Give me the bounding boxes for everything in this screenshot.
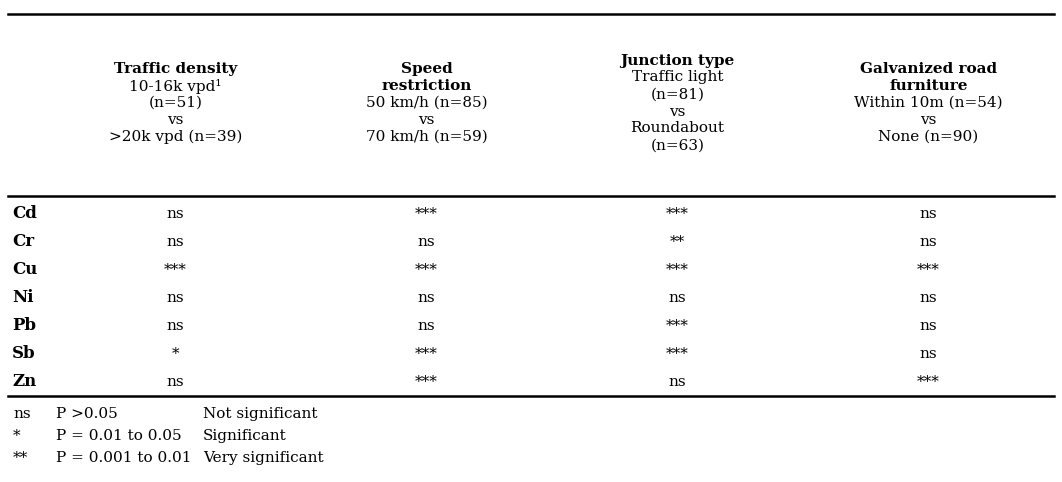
Text: ***: *** <box>666 207 689 221</box>
Text: restriction: restriction <box>381 79 472 93</box>
Text: ns: ns <box>920 291 938 305</box>
Text: 70 km/h (n=59): 70 km/h (n=59) <box>365 130 487 144</box>
Text: Not significant: Not significant <box>203 407 318 421</box>
Text: Zn: Zn <box>12 374 36 390</box>
Text: Junction type: Junction type <box>620 54 735 67</box>
Text: vs: vs <box>418 113 434 127</box>
Text: ns: ns <box>920 319 938 333</box>
Text: ns: ns <box>669 375 686 389</box>
Text: ns: ns <box>920 235 938 249</box>
Text: Cr: Cr <box>12 233 34 251</box>
Text: >20k vpd (n=39): >20k vpd (n=39) <box>108 130 242 144</box>
Text: 50 km/h (n=85): 50 km/h (n=85) <box>365 96 487 110</box>
Text: P = 0.001 to 0.01: P = 0.001 to 0.01 <box>56 451 191 465</box>
Text: ***: *** <box>666 347 689 361</box>
Text: ns: ns <box>920 347 938 361</box>
Text: ns: ns <box>417 291 435 305</box>
Text: ns: ns <box>167 291 185 305</box>
Text: Within 10m (n=54): Within 10m (n=54) <box>854 96 1003 110</box>
Text: P = 0.01 to 0.05: P = 0.01 to 0.05 <box>56 429 182 443</box>
Text: (n=51): (n=51) <box>149 96 203 110</box>
Text: Roundabout: Roundabout <box>631 121 724 135</box>
Text: Pb: Pb <box>12 318 36 335</box>
Text: **: ** <box>670 235 685 249</box>
Text: Sb: Sb <box>12 346 36 362</box>
Text: ns: ns <box>669 291 686 305</box>
Text: (n=63): (n=63) <box>651 138 704 152</box>
Text: ns: ns <box>167 319 185 333</box>
Text: ns: ns <box>920 207 938 221</box>
Text: ns: ns <box>417 235 435 249</box>
Text: ns: ns <box>167 375 185 389</box>
Text: ns: ns <box>13 407 31 421</box>
Text: Traffic light: Traffic light <box>632 70 723 84</box>
Text: ***: *** <box>415 347 438 361</box>
Text: None (n=90): None (n=90) <box>878 130 978 144</box>
Text: Ni: Ni <box>12 290 34 307</box>
Text: 10-16k vpd¹: 10-16k vpd¹ <box>130 79 222 94</box>
Text: **: ** <box>13 451 29 465</box>
Text: vs: vs <box>168 113 184 127</box>
Text: Galvanized road: Galvanized road <box>860 62 997 76</box>
Text: Cd: Cd <box>12 205 37 223</box>
Text: Significant: Significant <box>203 429 287 443</box>
Text: vs: vs <box>921 113 937 127</box>
Text: Very significant: Very significant <box>203 451 324 465</box>
Text: ***: *** <box>415 207 438 221</box>
Text: ***: *** <box>666 319 689 333</box>
Text: Cu: Cu <box>12 262 37 279</box>
Text: *: * <box>13 429 20 443</box>
Text: ns: ns <box>167 207 185 221</box>
Text: ***: *** <box>415 263 438 277</box>
Text: *: * <box>172 347 179 361</box>
Text: ***: *** <box>164 263 187 277</box>
Text: Speed: Speed <box>400 62 452 76</box>
Text: ns: ns <box>167 235 185 249</box>
Text: ***: *** <box>666 263 689 277</box>
Text: ns: ns <box>417 319 435 333</box>
Text: ***: *** <box>415 375 438 389</box>
Text: ***: *** <box>918 375 940 389</box>
Text: ***: *** <box>918 263 940 277</box>
Text: P >0.05: P >0.05 <box>56 407 118 421</box>
Text: vs: vs <box>669 105 686 119</box>
Text: (n=81): (n=81) <box>651 88 704 102</box>
Text: furniture: furniture <box>889 79 967 93</box>
Text: Traffic density: Traffic density <box>114 62 237 76</box>
